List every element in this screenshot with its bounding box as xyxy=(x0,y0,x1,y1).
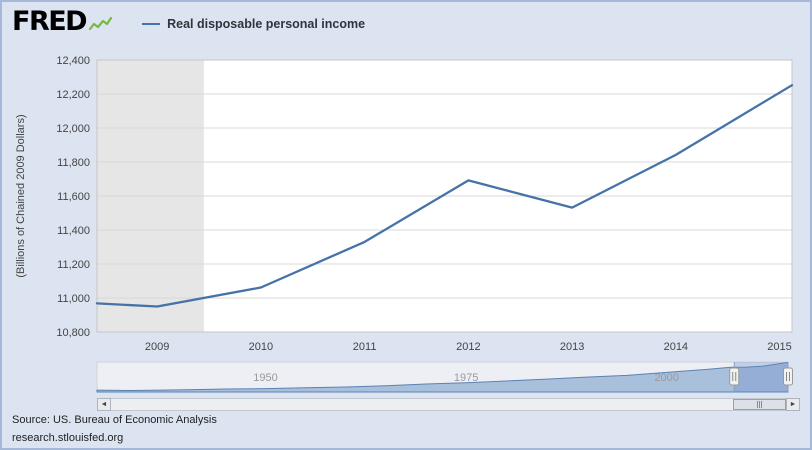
legend-line-swatch xyxy=(142,22,161,25)
source-note: Source: US. Bureau of Economic Analysis xyxy=(12,414,217,426)
site-url: research.stlouisfed.org xyxy=(12,432,124,444)
x-tick-label: 2013 xyxy=(560,341,584,353)
legend-label: Real disposable personal income xyxy=(167,16,366,31)
navigator-chart[interactable]: 1950 1975 2000 xyxy=(2,360,812,396)
header: FRED Real disposable personal income xyxy=(12,8,365,35)
y-tick-label: 12,200 xyxy=(56,89,90,101)
y-axis-title: (Billions of Chained 2009 Dollars) xyxy=(15,114,27,277)
navigator-tick-label: 1950 xyxy=(253,372,277,384)
x-tick-label: 2010 xyxy=(249,341,273,353)
legend: Real disposable personal income xyxy=(142,17,365,31)
y-tick-label: 11,200 xyxy=(57,259,90,271)
navigator-right-handle[interactable] xyxy=(783,367,793,386)
data-series-line xyxy=(95,84,794,308)
navigator-selected-range xyxy=(734,362,788,392)
scrollbar-track[interactable] xyxy=(111,398,786,411)
main-chart[interactable]: 10,800 11,000 11,200 11,400 11,600 11,800 12,0… xyxy=(2,50,812,356)
navigator-tick-label: 2000 xyxy=(654,372,678,384)
y-tick-label: 12,400 xyxy=(56,55,90,67)
y-tick-label: 10,800 xyxy=(56,327,90,339)
y-tick-label: 11,600 xyxy=(57,191,90,203)
scrollbar: ◄ ► xyxy=(97,398,800,411)
navigator-left-handle[interactable] xyxy=(729,367,740,386)
scrollbar-grip-icon xyxy=(757,401,763,408)
x-tick-label: 2012 xyxy=(456,341,480,353)
x-tick-label: 2009 xyxy=(145,341,169,353)
x-tick-label: 2015 xyxy=(767,341,791,353)
fred-logo-text: FRED xyxy=(12,6,88,37)
y-tick-label: 11,000 xyxy=(57,293,90,305)
scrollbar-thumb[interactable] xyxy=(733,399,786,410)
scrollbar-right-arrow-button[interactable]: ► xyxy=(786,398,800,411)
x-tick-label: 2014 xyxy=(664,341,688,353)
fred-logo[interactable]: FRED xyxy=(12,6,113,37)
y-tick-label: 11,800 xyxy=(57,157,90,169)
y-tick-label: 11,400 xyxy=(57,225,90,237)
y-tick-label: 12,000 xyxy=(56,123,90,135)
x-tick-label: 2011 xyxy=(353,341,377,353)
fred-sparkline-icon xyxy=(89,16,113,32)
scrollbar-left-arrow-button[interactable]: ◄ xyxy=(97,398,111,411)
navigator-tick-label: 1975 xyxy=(454,372,478,384)
navigator-area-series xyxy=(96,361,789,393)
